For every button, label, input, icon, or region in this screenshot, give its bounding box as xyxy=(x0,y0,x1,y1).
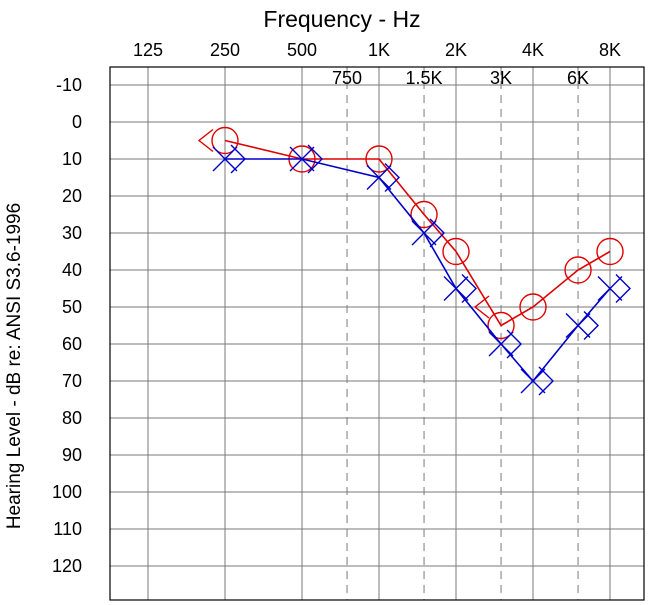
marker-bracket-right xyxy=(384,163,400,192)
x-tick-label: 125 xyxy=(133,40,163,60)
marker-bracket-right xyxy=(538,366,554,396)
marker-x xyxy=(443,276,469,301)
y-tick-label: -10 xyxy=(56,75,82,95)
marker-bracket-right xyxy=(307,144,323,174)
marker-bracket-right xyxy=(506,329,523,359)
interoctave-tick-labels: 750 1.5K 3K 6K xyxy=(332,68,589,88)
x-tick-label: 500 xyxy=(287,40,317,60)
marker-bracket-right xyxy=(230,144,246,174)
y-tick-label: 60 xyxy=(62,334,82,354)
chart-title: Frequency - Hz xyxy=(263,6,420,32)
marker-x xyxy=(411,220,437,246)
y-tick-label: 20 xyxy=(62,186,82,206)
x-tick-label-interoctave: 1.5K xyxy=(406,68,443,88)
marker-x xyxy=(520,368,546,394)
grid xyxy=(110,67,644,600)
marker-x xyxy=(212,146,238,172)
y-axis-label: Hearing Level - dB re: ANSI S3.6-1996 xyxy=(4,203,25,529)
marker-x xyxy=(488,331,514,357)
marker-circle xyxy=(410,200,438,229)
marker-circle xyxy=(519,293,547,321)
x-tick-label: 4K xyxy=(522,40,544,60)
y-tick-label: 10 xyxy=(62,149,82,169)
marker-x xyxy=(565,313,591,338)
marker-bracket-left xyxy=(473,295,490,319)
x-tick-label: 1K xyxy=(368,40,390,60)
y-tick-label: 0 xyxy=(72,112,82,132)
plot-frame xyxy=(109,66,645,601)
marker-bracket-right xyxy=(461,274,477,303)
data-series xyxy=(197,126,631,396)
y-tick-label: 100 xyxy=(52,482,82,502)
y-tick-label: 50 xyxy=(62,297,82,317)
y-tick-label: 40 xyxy=(62,260,82,280)
y-tick-label: 90 xyxy=(62,445,82,465)
x-tick-label-interoctave: 3K xyxy=(490,68,512,88)
x-tick-label: 250 xyxy=(210,40,240,60)
marker-bracket-right xyxy=(615,274,631,303)
marker-circle xyxy=(564,256,592,284)
marker-bracket-left xyxy=(197,128,214,153)
marker-circle xyxy=(487,311,515,340)
x-tick-label: 2K xyxy=(445,40,467,60)
marker-x xyxy=(289,146,315,172)
marker-circle xyxy=(442,237,470,266)
x-tick-label-interoctave: 750 xyxy=(332,68,362,88)
y-tick-label: 120 xyxy=(52,556,82,576)
series-right-ear xyxy=(197,126,624,340)
marker-x xyxy=(366,165,392,190)
y-tick-label: 110 xyxy=(53,519,82,539)
x-tick-label: 8K xyxy=(599,40,621,60)
series-left-ear xyxy=(212,144,631,396)
marker-circle xyxy=(596,237,624,266)
y-tick-label: 70 xyxy=(62,371,82,391)
marker-bracket-right xyxy=(429,218,446,248)
y-tick-label: 80 xyxy=(62,408,82,428)
octave-tick-labels: 125 250 500 1K 2K 4K 8K xyxy=(133,40,621,60)
marker-circle xyxy=(365,145,393,173)
marker-x xyxy=(597,276,623,301)
y-tick-labels: -10 0 10 20 30 40 50 60 70 80 90 100 110 120 xyxy=(52,75,82,576)
x-tick-label-interoctave: 6K xyxy=(567,68,589,88)
marker-bracket-right xyxy=(583,311,600,340)
series-line xyxy=(224,139,611,327)
y-tick-label: 30 xyxy=(62,223,82,243)
marker-circle xyxy=(211,126,239,155)
